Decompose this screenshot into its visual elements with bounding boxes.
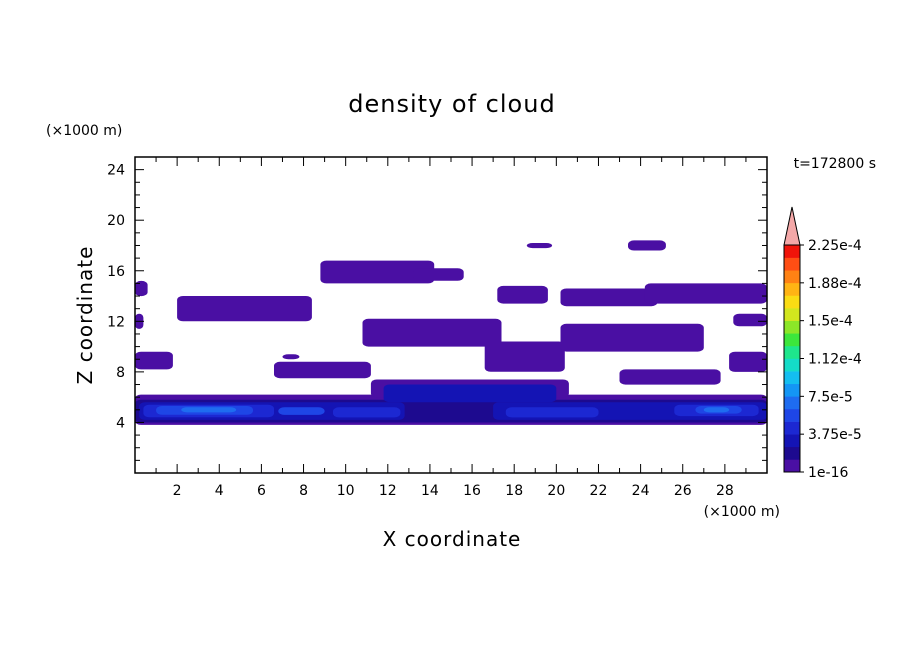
y-tick-label: 4 bbox=[116, 415, 125, 431]
colorbar-swatch bbox=[784, 446, 800, 460]
cloud-region-level-0 bbox=[560, 288, 658, 307]
colorbar-swatch bbox=[784, 282, 800, 296]
cloud-region-level-0 bbox=[135, 280, 148, 297]
cloud-region-level-0 bbox=[413, 268, 464, 281]
colorbar-swatch bbox=[784, 295, 800, 309]
colorbar-swatch bbox=[784, 383, 800, 397]
cloud-region-level-0 bbox=[729, 351, 767, 372]
colorbar-swatch bbox=[784, 408, 800, 422]
x-tick-label: 10 bbox=[337, 483, 355, 499]
cloud-region-level-0 bbox=[644, 283, 767, 304]
cloud-region-level-0 bbox=[135, 351, 173, 370]
cloud-region-level-2 bbox=[383, 384, 557, 403]
cloud-region-level-0 bbox=[362, 318, 502, 347]
cloud-region-level-0 bbox=[560, 323, 704, 352]
colorbar-swatch bbox=[784, 333, 800, 347]
y-tick-label: 16 bbox=[107, 264, 125, 280]
colorbar-extend-arrow bbox=[783, 206, 801, 246]
x-tick-label: 26 bbox=[674, 483, 692, 499]
cloud-region-level-0 bbox=[274, 361, 371, 379]
cloud-region-level-5 bbox=[181, 407, 237, 413]
y-tick-label: 20 bbox=[107, 213, 125, 229]
colorbar-swatch bbox=[784, 396, 800, 410]
cloud-region-level-0 bbox=[619, 369, 721, 385]
x-tick-label: 6 bbox=[257, 483, 266, 499]
colorbar-label: 1.5e-4 bbox=[808, 314, 853, 330]
cloud-region-level-0 bbox=[497, 285, 548, 304]
cloud-region-level-0 bbox=[526, 243, 553, 249]
colorbar-label: 1e-16 bbox=[808, 465, 848, 481]
cloud-region-level-4 bbox=[278, 407, 325, 415]
colorbar-label: 2.25e-4 bbox=[808, 238, 862, 254]
colorbar: 2.25e-4 1.88e-4 1.5e-4 1.12e-4 7.5e-5 3.75e-5… bbox=[783, 206, 862, 481]
contour-fill-layer bbox=[135, 240, 767, 425]
cloud-region-level-0 bbox=[320, 260, 435, 284]
y-tick-label: 12 bbox=[107, 314, 125, 330]
chart-title: density of cloud bbox=[348, 90, 555, 118]
x-tick-label: 20 bbox=[547, 483, 565, 499]
x-tick-label: 24 bbox=[632, 483, 650, 499]
colorbar-swatch bbox=[784, 358, 800, 372]
time-label: t=172800 s bbox=[794, 156, 876, 172]
y-axis-ticks: 4 8 12 16 20 24 bbox=[107, 163, 767, 461]
colorbar-swatch bbox=[784, 421, 800, 435]
x-axis-title: X coordinate bbox=[383, 527, 522, 551]
x-tick-label: 22 bbox=[590, 483, 608, 499]
x-tick-label: 8 bbox=[299, 483, 308, 499]
colorbar-label: 3.75e-5 bbox=[808, 427, 862, 443]
colorbar-swatch bbox=[784, 320, 800, 334]
colorbar-swatch bbox=[784, 371, 800, 385]
colorbar-label: 1.12e-4 bbox=[808, 352, 862, 368]
cloud-region-level-0 bbox=[733, 313, 767, 327]
colorbar-swatch bbox=[784, 459, 800, 473]
x-tick-label: 28 bbox=[716, 483, 734, 499]
x-tick-label: 2 bbox=[173, 483, 182, 499]
colorbar-label: 1.88e-4 bbox=[808, 276, 862, 292]
x-axis-unit: (×1000 m) bbox=[704, 504, 780, 520]
x-axis-ticks: 2 4 6 8 10 12 14 16 18 20 22 24 26 28 bbox=[155, 157, 747, 499]
y-axis-unit: (×1000 m) bbox=[46, 123, 122, 139]
colorbar-swatch bbox=[784, 345, 800, 359]
colorbar-swatch bbox=[784, 308, 800, 321]
x-tick-label: 12 bbox=[379, 483, 397, 499]
colorbar-swatch bbox=[784, 270, 800, 284]
cloud-region-level-0 bbox=[628, 240, 666, 251]
cloud-region-level-3 bbox=[333, 407, 401, 418]
colorbar-label: 7.5e-5 bbox=[808, 389, 853, 405]
cloud-region-level-5 bbox=[703, 407, 730, 413]
x-tick-label: 16 bbox=[463, 483, 481, 499]
y-tick-label: 24 bbox=[107, 163, 125, 179]
colorbar-swatch bbox=[784, 434, 800, 448]
cloud-region-level-0 bbox=[282, 354, 300, 360]
x-tick-label: 4 bbox=[215, 483, 224, 499]
cloud-region-level-0 bbox=[177, 296, 312, 322]
y-axis-title: Z coordinate bbox=[73, 246, 97, 385]
cloud-region-level-3 bbox=[505, 407, 599, 418]
x-tick-label: 14 bbox=[421, 483, 439, 499]
y-tick-label: 8 bbox=[116, 365, 125, 381]
x-tick-label: 18 bbox=[505, 483, 523, 499]
colorbar-swatch bbox=[784, 257, 800, 271]
colorbar-swatch bbox=[784, 245, 800, 258]
plot-frame bbox=[134, 156, 768, 474]
cloud-region-level-0 bbox=[484, 341, 565, 372]
